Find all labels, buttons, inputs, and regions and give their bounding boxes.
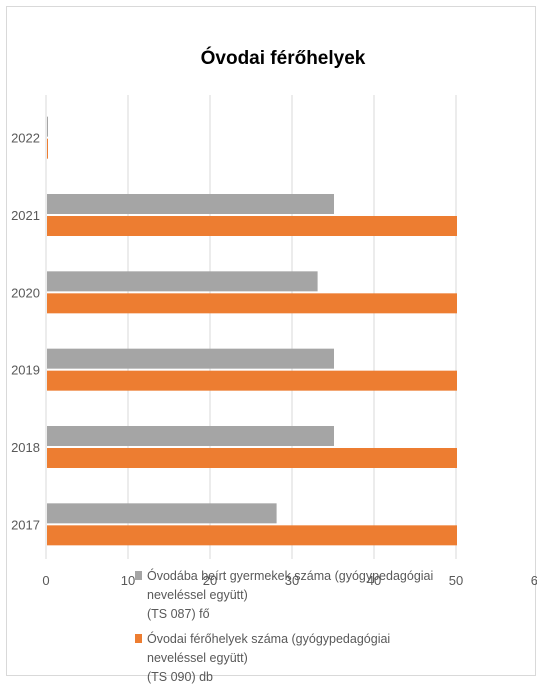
x-tick-labels: 0 10 20 30 40 50 60 [42,573,537,588]
bar-capacity-2021 [47,216,457,236]
x-tick-label-50: 50 [449,573,463,588]
legend: Óvodába beírt gyermekek száma (gyógypeda… [135,567,435,693]
bar-enrolled-2019 [47,348,334,369]
y-tick-label-2017: 2017 [11,517,40,532]
bar-enrolled-2017 [47,503,277,524]
bar-capacity-2020 [47,293,457,314]
y-tick-labels: 2017 2018 2019 2020 2021 2022 [11,131,40,533]
chart-frame: Óvodai férőhelyek 2017 2018 2019 2020 2021 20… [6,6,537,684]
legend-item-capacity: Óvodai férőhelyek száma (gyógypedagógiai… [135,630,435,687]
x-tick-label-40: 40 [367,573,381,588]
bar-enrolled-2022 [47,116,48,137]
x-tick-label-10: 10 [121,573,135,588]
bar-enrolled-2021 [47,194,334,214]
y-tick-label-2019: 2019 [11,363,40,378]
legend-label-enrolled-line-1: Óvodába beírt gyermekek száma (gyógypeda… [147,569,434,602]
bars [47,116,457,546]
bar-capacity-2018 [47,448,457,468]
y-tick-label-2018: 2018 [11,440,40,455]
bar-enrolled-2020 [47,271,318,292]
legend-swatch-enrolled [135,571,142,580]
legend-swatch-capacity [135,634,142,643]
chart-title: Óvodai férőhelyek [201,47,366,69]
x-tick-label-20: 20 [203,573,217,588]
x-tick-label-60: 60 [531,573,537,588]
legend-label-capacity-line-2: (TS 090) db [147,670,214,684]
y-tick-label-2022: 2022 [11,131,40,146]
bar-enrolled-2018 [47,426,334,446]
y-tick-label-2020: 2020 [11,285,40,300]
legend-label-enrolled-line-2: (TS 087) fő [147,607,210,621]
legend-label-capacity-line-1: Óvodai férőhelyek száma (gyógypedagógiai… [147,632,391,665]
y-tick-label-2021: 2021 [11,208,40,223]
x-tick-label-30: 30 [285,573,299,588]
bar-capacity-2019 [47,370,457,391]
legend-item-enrolled: Óvodába beírt gyermekek száma (gyógypeda… [135,567,435,624]
bar-capacity-2022 [47,138,48,159]
gridlines [45,95,457,559]
x-tick-label-0: 0 [42,573,49,588]
chart-svg: Óvodai férőhelyek 2017201820192020202120… [11,47,537,588]
bar-capacity-2017 [47,525,457,546]
